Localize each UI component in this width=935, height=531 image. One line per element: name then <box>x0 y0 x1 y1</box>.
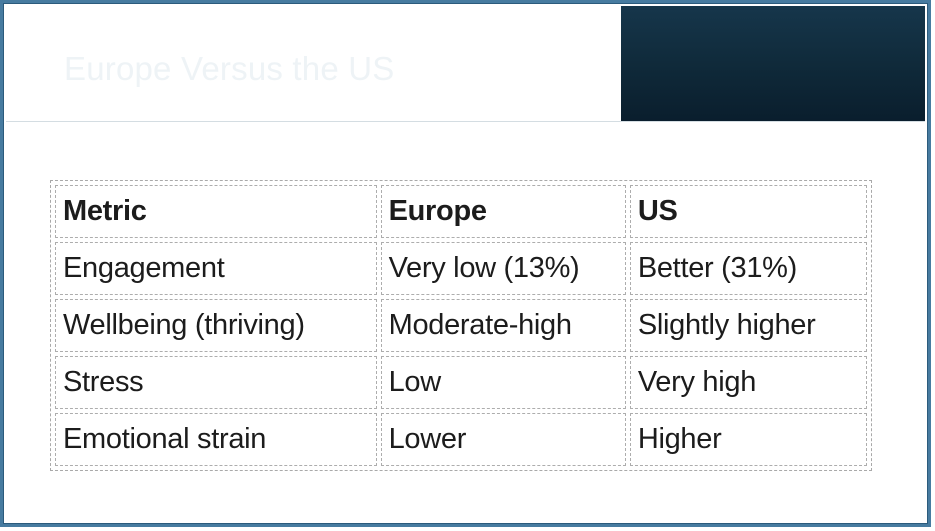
metrics-table: Metric Europe US Engagement Very low (13… <box>50 180 872 471</box>
table-row: Engagement Very low (13%) Better (31%) <box>55 242 867 295</box>
cell-metric[interactable]: Stress <box>55 356 377 409</box>
cell-europe[interactable]: Moderate-high <box>380 299 626 352</box>
table-row: Emotional strain Lower Higher <box>55 413 867 466</box>
cell-us[interactable]: Slightly higher <box>629 299 867 352</box>
col-header-europe[interactable]: Europe <box>380 185 626 238</box>
col-header-metric[interactable]: Metric <box>55 185 377 238</box>
title-banner: Europe Versus the US <box>6 6 925 122</box>
cell-metric[interactable]: Wellbeing (thriving) <box>55 299 377 352</box>
cell-us[interactable]: Very high <box>629 356 867 409</box>
table-header-row: Metric Europe US <box>55 185 867 238</box>
cell-europe[interactable]: Very low (13%) <box>380 242 626 295</box>
cell-europe[interactable]: Low <box>380 356 626 409</box>
cell-metric[interactable]: Engagement <box>55 242 377 295</box>
slide-title[interactable]: Europe Versus the US <box>64 50 395 87</box>
cell-us[interactable]: Higher <box>629 413 867 466</box>
cell-us[interactable]: Better (31%) <box>629 242 867 295</box>
comparison-table: Metric Europe US Engagement Very low (13… <box>51 181 871 470</box>
col-header-us[interactable]: US <box>629 185 867 238</box>
table-row: Stress Low Very high <box>55 356 867 409</box>
cell-metric[interactable]: Emotional strain <box>55 413 377 466</box>
cell-europe[interactable]: Lower <box>380 413 626 466</box>
banner-accent-box <box>621 6 925 121</box>
table-row: Wellbeing (thriving) Moderate-high Sligh… <box>55 299 867 352</box>
